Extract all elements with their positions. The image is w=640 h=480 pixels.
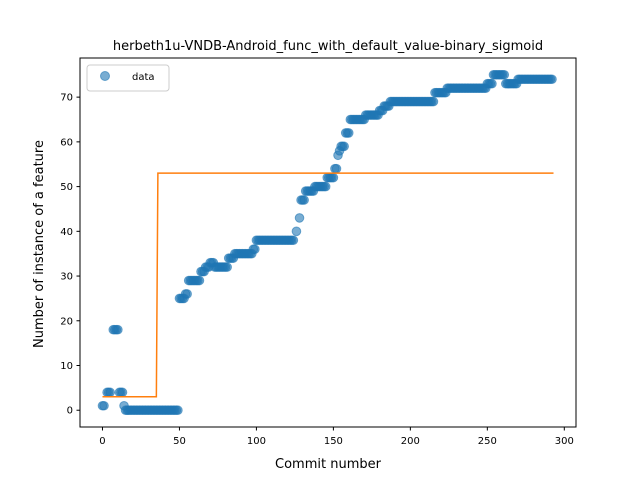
data-point <box>183 290 192 299</box>
data-point <box>251 245 260 254</box>
data-point <box>488 79 497 88</box>
legend-box <box>87 65 169 91</box>
data-point <box>548 75 557 84</box>
y-tick-label: 20 <box>60 316 73 327</box>
y-tick-label: 70 <box>60 93 73 104</box>
data-point <box>344 129 353 138</box>
x-tick-label: 100 <box>247 436 266 447</box>
y-tick-label: 60 <box>60 137 73 148</box>
x-tick-label: 250 <box>478 436 497 447</box>
data-point <box>289 236 298 245</box>
y-tick-label: 0 <box>67 406 73 417</box>
data-point <box>295 214 304 223</box>
y-tick-label: 10 <box>60 361 73 372</box>
y-tick-label: 50 <box>60 182 73 193</box>
x-tick-label: 300 <box>555 436 574 447</box>
data-point <box>195 276 204 285</box>
data-point <box>500 70 509 79</box>
y-axis-title: Number of instance of a feature <box>32 140 47 348</box>
data-point <box>429 97 438 106</box>
y-tick-label: 40 <box>60 227 73 238</box>
data-point <box>106 388 115 397</box>
legend: data <box>87 65 169 91</box>
x-tick-label: 50 <box>173 436 186 447</box>
chart-title: herbeth1u-VNDB-Android_func_with_default… <box>113 39 543 54</box>
data-point <box>300 196 309 205</box>
x-tick-label: 150 <box>324 436 343 447</box>
data-point <box>118 388 127 397</box>
y-tick-label: 30 <box>60 272 73 283</box>
data-point <box>321 182 330 191</box>
data-point <box>223 263 232 272</box>
data-point <box>100 401 109 410</box>
data-point <box>329 173 338 182</box>
data-point <box>340 142 349 151</box>
legend-marker-data <box>101 72 110 81</box>
x-axis-title: Commit number <box>275 457 382 472</box>
data-point <box>292 227 301 236</box>
legend-label-data: data <box>132 72 155 83</box>
data-point <box>114 325 123 334</box>
x-tick-label: 0 <box>99 436 105 447</box>
data-point <box>332 164 341 173</box>
x-tick-label: 200 <box>401 436 420 447</box>
data-point <box>174 406 183 415</box>
